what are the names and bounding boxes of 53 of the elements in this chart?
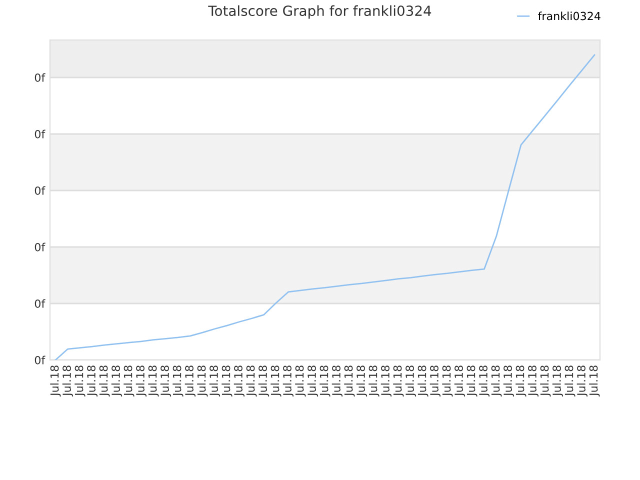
x-tick-label: Jul.18 [356, 366, 368, 397]
x-tick-label: Jul.18 [258, 366, 270, 397]
x-tick-label: Jul.18 [552, 366, 564, 397]
x-tick-label: Jul.18 [405, 366, 416, 397]
x-tick-label: Jul.18 [234, 366, 245, 397]
text: 0f [34, 130, 46, 138]
x-tick-label: Jul.18 [393, 366, 404, 397]
x-tick-label: Jul.18 [528, 366, 539, 397]
x-tick-label: Jul.18 [246, 366, 257, 397]
x-tick-label: Jul.18 [184, 366, 196, 397]
x-tick-label: Jul.18 [197, 366, 208, 397]
x-tick-label: Jul.18 [442, 366, 453, 397]
text: 0f [34, 186, 46, 195]
x-tick-label: Jul.18 [564, 366, 576, 397]
legend-label: frankli0324 [538, 12, 600, 20]
x-tick-label: Jul.18 [50, 366, 61, 397]
x-tick-label: Jul.18 [62, 366, 74, 397]
x-tick-label: Jul.18 [86, 366, 98, 397]
x-tick-label: Jul.18 [368, 366, 380, 397]
text: 0f [34, 356, 46, 364]
x-tick-label: Jul.18 [124, 366, 134, 397]
x-tick-label: Jul.18 [332, 366, 343, 397]
x-tick-label: Jul.18 [491, 366, 502, 397]
x-tick-label: Jul.18 [589, 366, 600, 397]
x-tick-label: Jul.18 [295, 366, 306, 397]
x-tick-label: Jul.18 [503, 366, 514, 397]
x-tick-label: Jul.18 [74, 366, 86, 397]
x-tick-label: Jul.18 [136, 366, 147, 397]
x-tick-label: Jul.18 [148, 366, 159, 397]
x-tick-label: Jul.18 [282, 366, 294, 397]
text: 0f [34, 242, 46, 252]
x-tick-label: Jul.18 [320, 366, 330, 397]
text: 0f [34, 73, 46, 82]
x-tick-label: Jul.18 [344, 366, 355, 397]
x-tick-label: Jul.18 [222, 366, 232, 397]
x-tick-label: Jul.18 [540, 366, 551, 397]
x-tick-label: Jul.18 [99, 366, 110, 397]
x-tick-label: Jul.18 [466, 366, 478, 397]
text: 0f [34, 299, 46, 308]
x-tick-label: Jul.18 [160, 366, 172, 397]
x-tick-label: Jul.18 [111, 366, 122, 397]
x-tick-label: Jul.18 [454, 366, 466, 397]
x-tick-label: Jul.18 [209, 366, 220, 397]
x-tick-label: Jul.18 [478, 366, 490, 397]
x-tick-label: Jul.18 [430, 366, 441, 397]
x-tick-label: Jul.18 [418, 366, 428, 397]
chart-title: Totalscore Graph for frankli0324 [208, 5, 432, 19]
x-tick-label: Jul.18 [172, 366, 184, 397]
x-tick-label: Jul.18 [380, 366, 392, 397]
x-tick-label: Jul.18 [516, 366, 526, 397]
x-tick-label: Jul.18 [307, 366, 318, 397]
x-tick-label: Jul.18 [576, 366, 588, 397]
x-tick-label: Jul.18 [270, 366, 282, 397]
